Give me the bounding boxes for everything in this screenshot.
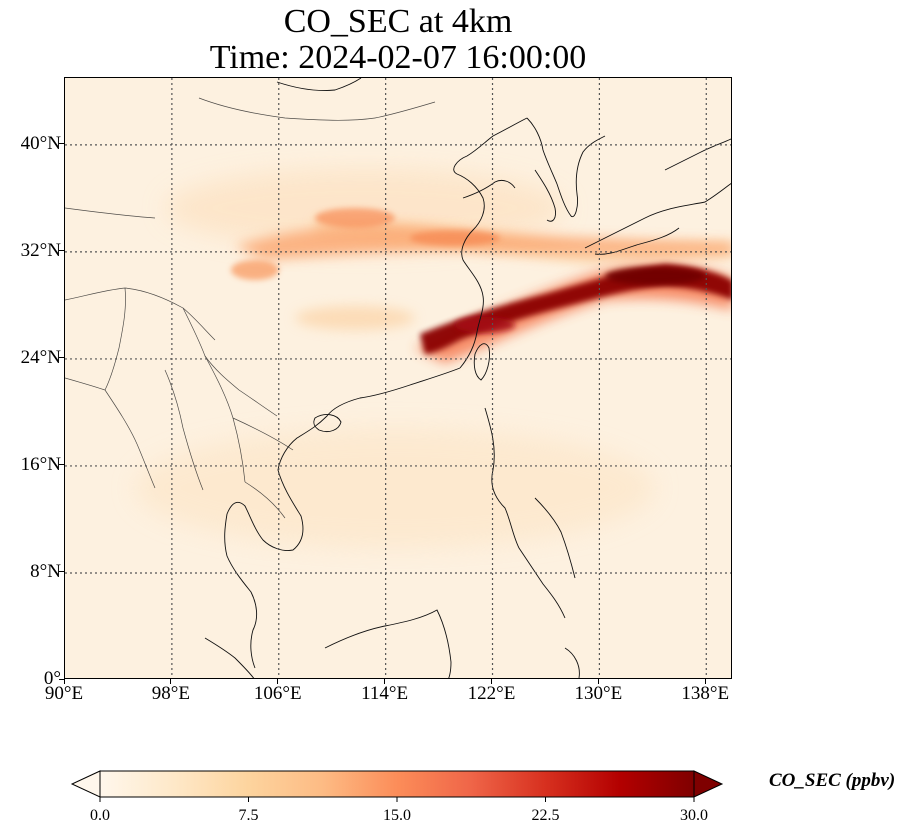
x-tick-mark <box>63 679 65 684</box>
y-tick-mark <box>59 571 64 573</box>
gridlines <box>65 78 731 678</box>
colorbar-body <box>99 770 695 798</box>
x-tick-label: 106°E <box>253 683 302 704</box>
y-tick-mark <box>59 357 64 359</box>
y-tick-label: 8°N <box>30 560 61 582</box>
y-tick-label: 0° <box>43 668 61 689</box>
y-tick-label: 16°N <box>20 453 61 475</box>
x-tick-mark <box>384 679 386 684</box>
y-tick-mark <box>59 143 64 145</box>
country-borders <box>65 97 436 519</box>
map-canvas <box>65 78 731 678</box>
y-tick-mark <box>59 464 64 466</box>
y-tick-label: 24°N <box>20 346 61 368</box>
y-tick-mark <box>59 678 64 680</box>
colorbar-ticks <box>99 797 695 802</box>
colorbar-extend-min <box>70 770 101 798</box>
y-tick-mark <box>59 250 64 252</box>
colorbar-tick-label: 30.0 <box>680 807 708 824</box>
colorbar-extend-max <box>693 770 724 798</box>
x-tick-label: 98°E <box>151 683 190 704</box>
x-tick-mark <box>597 679 599 684</box>
map-title-line-1: CO_SEC at 4km <box>283 3 513 40</box>
x-tick-mark <box>491 679 493 684</box>
colorbar-tick-label: 7.5 <box>238 807 259 824</box>
x-tick-mark <box>277 679 279 684</box>
x-tick-label: 114°E <box>361 683 409 704</box>
map-title-line-2: Time: 2024-02-07 16:00:00 <box>209 39 587 76</box>
colorbar-tick-label: 15.0 <box>383 807 411 824</box>
x-tick-mark <box>170 679 172 684</box>
coastlines <box>204 78 731 678</box>
y-tick-label: 32°N <box>20 239 61 261</box>
colorbar-tick-label: 0.0 <box>90 807 110 824</box>
field-plumes <box>135 168 731 548</box>
x-tick-label: 90°E <box>44 683 84 704</box>
colorbar-tick-label: 22.5 <box>531 807 560 824</box>
x-tick-label: 138°E <box>681 683 730 704</box>
colorbar-title: CO_SEC (ppbv) <box>769 770 896 791</box>
x-tick-mark <box>704 679 706 684</box>
x-tick-label: 122°E <box>467 683 516 704</box>
map-panel <box>64 77 732 679</box>
x-tick-label: 130°E <box>574 683 623 704</box>
y-tick-label: 40°N <box>20 132 61 154</box>
